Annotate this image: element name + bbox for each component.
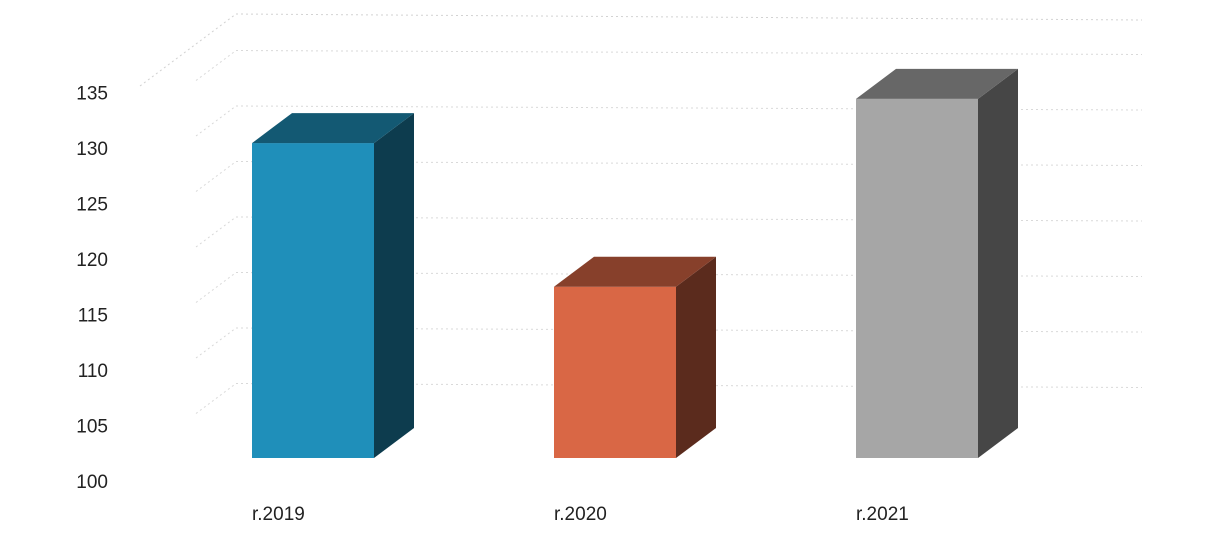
bar-r.2020 <box>554 256 716 458</box>
gridline-side <box>195 216 237 248</box>
y-tick-label: 125 <box>76 195 108 216</box>
bar-top-face <box>856 68 1018 99</box>
gridline-side <box>195 383 237 414</box>
bar-r.2019 <box>252 113 414 458</box>
y-tick-label: 135 <box>76 84 108 105</box>
bar-front-face <box>252 143 374 458</box>
bar-side-face <box>676 256 716 458</box>
bars <box>252 68 1018 458</box>
y-tick-label: 115 <box>78 306 108 327</box>
bar-r.2021 <box>856 68 1018 458</box>
bar-top-face <box>554 256 716 287</box>
gridline-side <box>195 272 237 303</box>
x-category-label: r.2020 <box>554 504 607 525</box>
wall-top-edge <box>235 13 1143 21</box>
wall-diagonal-edge <box>139 13 237 87</box>
x-category-label: r.2021 <box>856 504 909 525</box>
bar-top-face <box>252 113 414 144</box>
y-tick-label: 120 <box>76 250 108 271</box>
y-tick-label: 100 <box>76 472 108 493</box>
gridline-side <box>195 161 237 192</box>
y-tick-label: 110 <box>78 361 108 382</box>
y-tick-label: 130 <box>76 139 108 160</box>
x-category-label: r.2019 <box>252 504 305 525</box>
bar-side-face <box>374 113 414 458</box>
gridline <box>235 50 1143 55</box>
bar-front-face <box>856 98 978 458</box>
y-tick-label: 105 <box>76 417 108 438</box>
y-axis: 100 105 110 115 120 125 130 135 <box>76 84 108 494</box>
bar-front-face <box>554 286 676 458</box>
gridline-side <box>195 50 237 81</box>
x-axis: r.2019 r.2020 r.2021 <box>252 504 909 525</box>
chart-back-wall <box>139 13 1143 87</box>
gridline-side <box>195 327 237 359</box>
bar-side-face <box>978 68 1018 458</box>
gridline-side <box>195 105 237 137</box>
